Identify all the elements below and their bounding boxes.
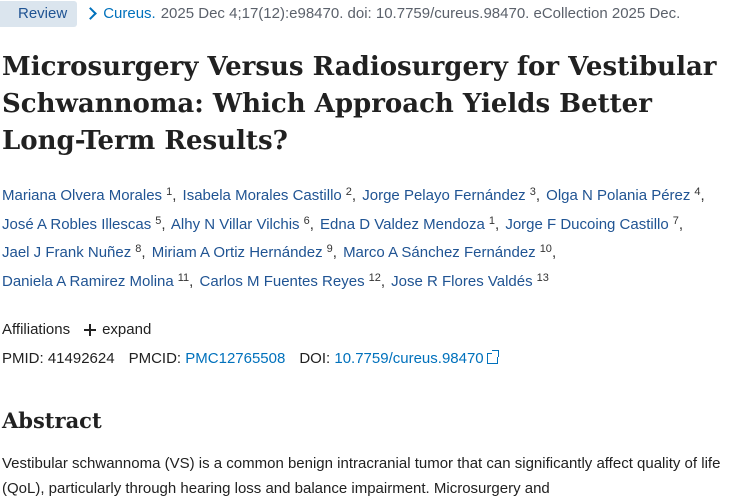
author-name-link[interactable]: Alhy N Villar Vilchis — [170, 215, 300, 233]
author-list: Mariana Olvera Morales 1, Isabela Morales… — [2, 180, 747, 294]
affiliations-toggle[interactable]: Affiliations expand — [2, 321, 151, 338]
article-type-badge: Review — [0, 0, 78, 27]
author-name-link[interactable]: Isabela Morales Castillo — [182, 187, 342, 204]
citation: Cureus. 2025 Dec 4;17(12):e98470. doi: 1… — [84, 5, 680, 22]
affiliation-number[interactable]: 12 — [368, 271, 381, 284]
affiliation-number[interactable]: 2 — [345, 186, 352, 198]
author-item: Carlos M Fuentes Reyes 12, — [199, 271, 385, 290]
affiliations-label: Affiliations — [2, 321, 71, 338]
affiliation-number[interactable]: 1 — [166, 186, 173, 198]
affiliation-number[interactable]: 13 — [536, 271, 549, 284]
author-name-link[interactable]: Miriam A Ortiz Hernández — [151, 244, 323, 261]
author-name-link[interactable]: Olga N Polania Pérez — [546, 187, 691, 204]
doi-link[interactable]: 10.7759/cureus.98470 — [334, 350, 484, 367]
author-item: Isabela Morales Castillo 2, — [182, 186, 357, 204]
author-item: Daniela A Ramirez Molina 11, — [2, 271, 194, 290]
affiliation-number[interactable]: 3 — [529, 186, 536, 198]
author-name-link[interactable]: Mariana Olvera Morales — [2, 187, 163, 204]
author-name-link[interactable]: Jorge Pelayo Fernández — [362, 187, 526, 204]
affiliation-number[interactable]: 10 — [539, 243, 552, 255]
affiliation-number[interactable]: 7 — [672, 214, 679, 227]
affiliation-number[interactable]: 1 — [488, 214, 495, 227]
affiliation-number[interactable]: 8 — [135, 243, 142, 255]
journal-link[interactable]: Cureus. — [103, 5, 156, 22]
author-item: Olga N Polania Pérez 4, — [546, 186, 705, 204]
citation-bar: Review Cureus. 2025 Dec 4;17(12):e98470.… — [0, 0, 750, 27]
author-item: José A Robles Illescas 5, — [2, 214, 166, 233]
author-name-link[interactable]: Marco A Sánchez Fernández — [343, 244, 536, 261]
expand-label: expand — [102, 321, 152, 338]
author-item: Alhy N Villar Vilchis 6, — [170, 214, 314, 233]
author-item: Jorge Pelayo Fernández 3, — [362, 186, 540, 204]
author-name-link[interactable]: José A Robles Illescas — [2, 215, 152, 233]
affiliation-number[interactable]: 5 — [155, 214, 162, 227]
chevron-right-icon — [84, 7, 98, 20]
citation-details: 2025 Dec 4;17(12):e98470. doi: 10.7759/c… — [160, 5, 681, 22]
author-name-link[interactable]: Jose R Flores Valdés — [391, 272, 533, 290]
external-link-icon[interactable] — [486, 350, 499, 364]
author-item: Jose R Flores Valdés 13 — [391, 271, 549, 290]
author-item: Edna D Valdez Mendoza 1, — [320, 214, 500, 233]
identifiers: PMID: 41492624 PMCID: PMC12765508 DOI: 1… — [2, 350, 499, 367]
author-item: Jorge F Ducoing Castillo 7, — [505, 214, 684, 233]
author-name-link[interactable]: Edna D Valdez Mendoza — [320, 215, 485, 233]
author-item: Miriam A Ortiz Hernández 9, — [151, 243, 337, 261]
author-item: Marco A Sánchez Fernández 10, — [343, 243, 557, 261]
plus-icon — [84, 323, 97, 336]
abstract-text: Vestibular schwannoma (VS) is a common b… — [2, 455, 721, 497]
pmcid-link[interactable]: PMC12765508 — [185, 350, 286, 367]
pmcid-label: PMCID: — [128, 350, 182, 367]
author-name-link[interactable]: Jael J Frank Nuñez — [2, 244, 132, 261]
affiliation-number[interactable]: 9 — [326, 243, 333, 255]
affiliation-number[interactable]: 11 — [177, 271, 190, 284]
pmid-value: 41492624 — [47, 350, 115, 367]
pmid-label: PMID: — [2, 350, 44, 367]
affiliation-number[interactable]: 6 — [303, 214, 310, 227]
author-item: Mariana Olvera Morales 1, — [2, 186, 177, 204]
doi-label: DOI: — [299, 350, 331, 367]
abstract-heading: Abstract — [2, 408, 102, 433]
article-title: Microsurgery Versus Radiosurgery for Ves… — [2, 52, 717, 156]
author-name-link[interactable]: Carlos M Fuentes Reyes — [199, 272, 365, 290]
author-name-link[interactable]: Daniela A Ramirez Molina — [2, 272, 174, 290]
author-item: Jael J Frank Nuñez 8, — [2, 243, 146, 261]
affiliation-number[interactable]: 4 — [694, 186, 701, 198]
author-name-link[interactable]: Jorge F Ducoing Castillo — [505, 215, 669, 233]
